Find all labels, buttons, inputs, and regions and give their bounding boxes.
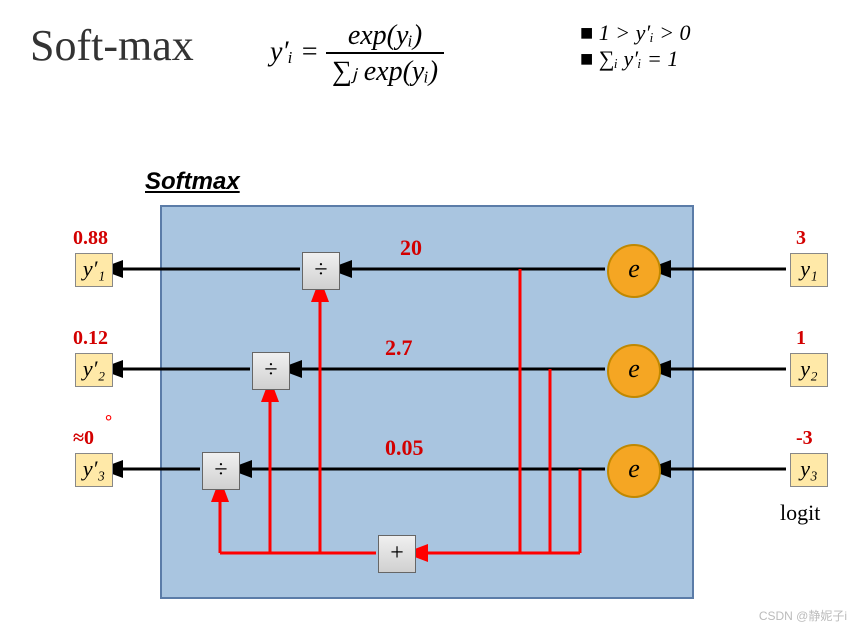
output-value: 0.12 xyxy=(73,327,108,350)
input-value: 1 xyxy=(796,327,806,350)
logit-label: logit xyxy=(780,500,820,526)
divide-node: ÷ xyxy=(252,352,290,390)
input-value: 3 xyxy=(796,227,806,250)
input-value: -3 xyxy=(796,427,813,450)
divide-node: ÷ xyxy=(302,252,340,290)
output-y-box: y′₃ xyxy=(75,453,113,487)
exp-node: e xyxy=(607,344,661,398)
formula-lhs: y′ᵢ = xyxy=(270,36,319,67)
exp-value: 20 xyxy=(400,235,422,261)
input-y-box: y₃ xyxy=(790,453,828,487)
watermark: CSDN @静妮子i xyxy=(759,607,847,624)
properties-list: 1 > y′ᵢ > 0 ∑ᵢ y′ᵢ = 1 xyxy=(580,20,691,72)
formula-den: ∑ⱼ exp(yᵢ) xyxy=(326,54,444,88)
property-2: ∑ᵢ y′ᵢ = 1 xyxy=(580,46,691,72)
softmax-formula: y′ᵢ = exp(yᵢ) ∑ⱼ exp(yᵢ) xyxy=(270,20,444,88)
output-y-box: y′₁ xyxy=(75,253,113,287)
divide-node: ÷ xyxy=(202,452,240,490)
output-y-box: y′₂ xyxy=(75,353,113,387)
dot-icon: ° xyxy=(105,411,112,432)
page-title: Soft-max xyxy=(30,20,194,71)
exp-node: e xyxy=(607,244,661,298)
formula-num: exp(yᵢ) xyxy=(326,20,444,54)
output-value: 0.88 xyxy=(73,227,108,250)
sum-node: + xyxy=(378,535,416,573)
diagram-title: Softmax xyxy=(145,168,240,196)
input-y-box: y₂ xyxy=(790,353,828,387)
input-y-box: y₁ xyxy=(790,253,828,287)
output-value: ≈0 xyxy=(73,427,94,450)
exp-value: 2.7 xyxy=(385,335,413,361)
exp-node: e xyxy=(607,444,661,498)
exp-value: 0.05 xyxy=(385,435,424,461)
property-1: 1 > y′ᵢ > 0 xyxy=(580,20,691,46)
